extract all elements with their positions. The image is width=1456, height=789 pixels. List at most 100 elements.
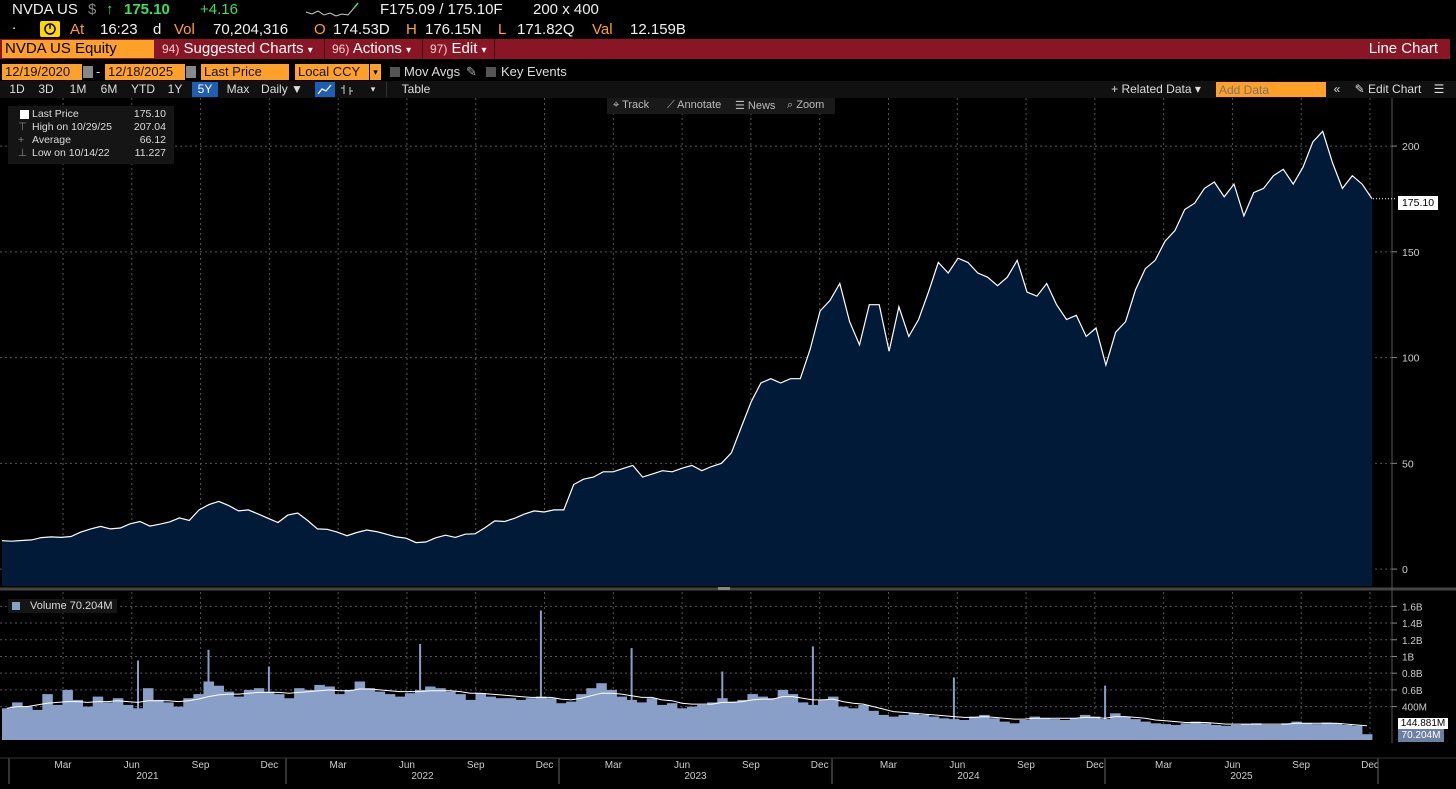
legend-high: ⊤ High on 10/29/25 207.04 <box>18 121 166 133</box>
volume-bar <box>1029 716 1040 740</box>
volume-bar <box>586 688 597 740</box>
price-volume-chart[interactable]: Mar Jun Sep Dec Mar Jun Sep Dec Mar Jun Sep Dec Mar J… <box>0 98 1456 784</box>
volume-bar <box>636 702 648 740</box>
period-1d[interactable]: 1D <box>9 82 25 96</box>
mov-avgs-label[interactable]: Mov Avgs <box>404 64 461 79</box>
news-tool[interactable]: ☰ News <box>735 100 776 112</box>
edit-chart-button[interactable]: ✎ Edit Chart <box>1354 82 1422 96</box>
frequency-select[interactable]: Daily ▼ <box>261 82 303 96</box>
key-events-label[interactable]: Key Events <box>501 64 567 79</box>
volume-bar <box>1210 725 1222 740</box>
high-label: H <box>406 21 417 38</box>
chevron-down-icon[interactable]: ▾ <box>370 84 376 94</box>
volume-bar <box>324 686 335 740</box>
volume-bar <box>616 696 627 740</box>
volume-bar <box>1200 723 1212 740</box>
period-6m[interactable]: 6M <box>100 82 118 96</box>
bar-chart-icon[interactable] <box>338 82 356 97</box>
open-value: 174.53D <box>333 21 390 38</box>
annotate-tool[interactable]: ⟋ Annotate <box>667 99 722 111</box>
table-button[interactable]: Table <box>401 82 431 96</box>
collapse-icon[interactable]: « <box>1333 82 1341 96</box>
period-1m[interactable]: 1M <box>69 82 87 96</box>
menu-icon[interactable]: ☰ <box>1433 82 1445 96</box>
volume-bar <box>364 688 376 740</box>
add-data-input[interactable] <box>1216 82 1326 97</box>
volume-bar <box>233 696 245 740</box>
volume-bar <box>606 689 617 740</box>
period-ytd[interactable]: YTD <box>131 82 155 96</box>
volume-bar <box>969 716 980 740</box>
edit-menu[interactable]: 97) Edit ▾ <box>430 40 487 57</box>
volume-bar <box>1049 719 1061 740</box>
open-label: O <box>314 21 326 38</box>
x-tick-label: Mar <box>54 760 72 771</box>
volume-bar <box>1251 723 1262 740</box>
volume-tick-label: 1.6B <box>1402 602 1423 613</box>
volume-bar <box>1069 718 1081 740</box>
calendar-icon[interactable] <box>186 66 196 78</box>
start-date-field[interactable]: 12/19/2020 <box>2 64 82 80</box>
key-events-checkbox[interactable] <box>486 67 496 77</box>
volume-bar <box>253 688 265 740</box>
security-field[interactable]: NVDA US Equity <box>2 40 154 58</box>
volume-bar <box>82 706 94 740</box>
period-5y[interactable]: 5Y <box>192 82 218 97</box>
volume-bar <box>727 701 738 740</box>
volume-spike <box>811 646 814 740</box>
volume-bar <box>1301 723 1312 740</box>
volume-bar <box>1331 723 1343 740</box>
volume-tick-label: 1.4B <box>1402 619 1423 630</box>
price-field-select[interactable]: Last Price <box>201 64 289 80</box>
volume-bar <box>1089 716 1101 740</box>
end-date-field[interactable]: 12/18/2025 <box>105 64 185 80</box>
volume-bar <box>918 714 930 740</box>
volume-bar <box>1281 723 1292 740</box>
volume-bar <box>928 716 940 740</box>
volume-spike <box>137 660 139 740</box>
volume-bar <box>183 698 194 740</box>
legend-low: ⊥ Low on 10/14/22 11.227 <box>18 147 166 159</box>
year-label: 2024 <box>957 771 980 782</box>
track-tool[interactable]: ⌖ Track <box>613 99 650 111</box>
menu-bar: NVDA US Equity 94) Suggested Charts ▾ 96… <box>0 39 1450 59</box>
ticker[interactable]: NVDA US <box>12 1 78 18</box>
x-tick-label: Mar <box>880 760 898 771</box>
market-status-icon[interactable] <box>40 21 60 37</box>
period-3d[interactable]: 3D <box>38 82 54 96</box>
volume-tick-label: 1.2B <box>1402 636 1423 647</box>
zoom-tool[interactable]: ⌕ Zoom <box>787 99 825 111</box>
period-max[interactable]: Max <box>226 82 250 96</box>
calendar-icon[interactable] <box>83 66 93 78</box>
x-tick-label: Sep <box>192 760 210 771</box>
year-label: 2025 <box>1230 771 1253 782</box>
suggested-charts-menu[interactable]: 94) Suggested Charts ▾ <box>162 40 313 57</box>
volume-bar <box>1341 725 1353 740</box>
mov-avgs-checkbox[interactable] <box>390 67 400 77</box>
volume-bar <box>999 721 1010 740</box>
currency-select[interactable]: Local CCY <box>295 64 369 80</box>
x-tick-label: Sep <box>1017 760 1035 771</box>
pencil-icon: ✎ <box>1354 82 1365 96</box>
volume-legend[interactable]: Volume 70.204M <box>8 599 117 613</box>
chart-tools-bar: ⌖ Track ⟋ Annotate ☰ News ⌕ Zoom <box>607 98 835 114</box>
volume-bar <box>1059 720 1071 740</box>
chart-area[interactable]: Mar Jun Sep Dec Mar Jun Sep Dec Mar Jun Sep Dec Mar J… <box>0 98 1456 784</box>
x-tick-label: Dec <box>1086 760 1104 771</box>
line-chart-icon[interactable] <box>315 82 335 97</box>
volume-bar <box>828 696 839 740</box>
period-1y[interactable]: 1Y <box>167 82 183 96</box>
legend-last-price[interactable]: Last Price 175.10 <box>8 108 174 121</box>
volume-bar <box>515 699 527 740</box>
volume-bar <box>2 708 13 740</box>
pencil-icon[interactable]: ✎ <box>466 64 477 79</box>
divider-handle <box>718 587 730 590</box>
volume-average-line <box>6 688 1368 727</box>
volume-bar <box>193 694 204 740</box>
volume-bar <box>445 691 456 740</box>
related-data-button[interactable]: + Related Data ▾ <box>1111 82 1201 96</box>
volume-spike <box>539 610 542 740</box>
actions-menu[interactable]: 96) Actions ▾ <box>332 40 412 57</box>
chevron-down-icon[interactable]: ▾ <box>370 64 381 80</box>
volume-bar <box>223 691 235 740</box>
